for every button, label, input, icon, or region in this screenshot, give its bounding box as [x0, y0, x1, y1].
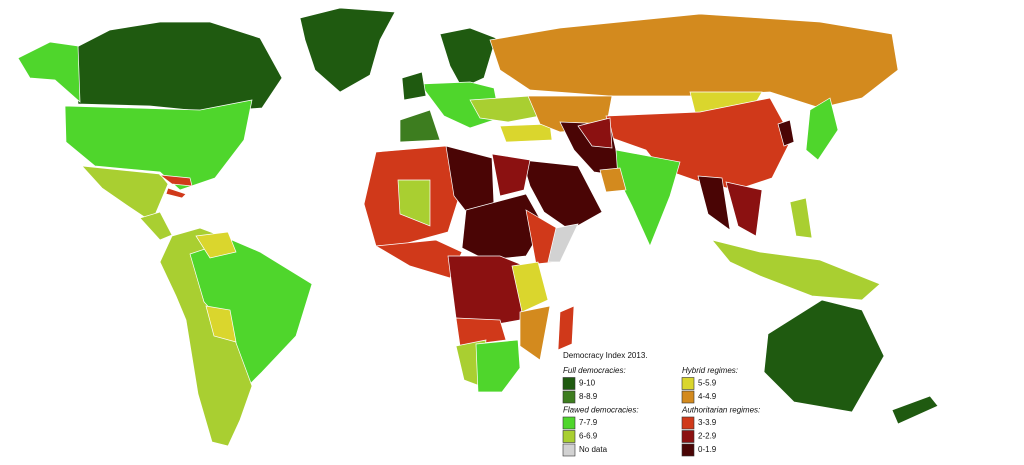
legend: Democracy Index 2013. Full democracies: 9-…: [562, 351, 760, 457]
legend-swatch: [562, 443, 576, 457]
legend-label: 4-4.9: [698, 392, 717, 401]
legend-label: 8-8.9: [579, 392, 598, 401]
legend-label: No data: [579, 445, 608, 454]
legend-title: Democracy Index 2013.: [563, 351, 648, 360]
legend-label: 9-10: [579, 379, 596, 388]
legend-heading: Full democracies:: [563, 366, 626, 375]
legend-label: 6-6.9: [579, 432, 598, 441]
legend-swatch: [562, 390, 576, 404]
legend-heading: Authoritarian regimes:: [681, 406, 760, 415]
legend-swatch: [562, 430, 576, 443]
legend-swatch: [681, 430, 695, 443]
legend-label: 2-2.9: [698, 432, 717, 441]
legend-swatch: [562, 416, 576, 430]
legend-heading: Hybrid regimes:: [682, 366, 738, 375]
legend-label: 5-5.9: [698, 379, 717, 388]
legend-swatch: [562, 377, 576, 390]
legend-label: 7-7.9: [579, 418, 598, 427]
countries: [17, 7, 939, 447]
legend-swatch: [681, 377, 695, 390]
legend-label: 3-3.9: [698, 418, 717, 427]
legend-label: 0-1.9: [698, 445, 717, 454]
legend-heading: Flawed democracies:: [563, 406, 639, 415]
legend-swatch: [681, 443, 695, 457]
legend-swatch: [681, 390, 695, 404]
legend-swatch: [681, 416, 695, 430]
